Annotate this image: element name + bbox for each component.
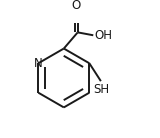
Text: SH: SH	[93, 83, 109, 96]
Text: O: O	[72, 0, 81, 12]
Text: OH: OH	[94, 29, 112, 42]
Text: N: N	[34, 57, 43, 70]
